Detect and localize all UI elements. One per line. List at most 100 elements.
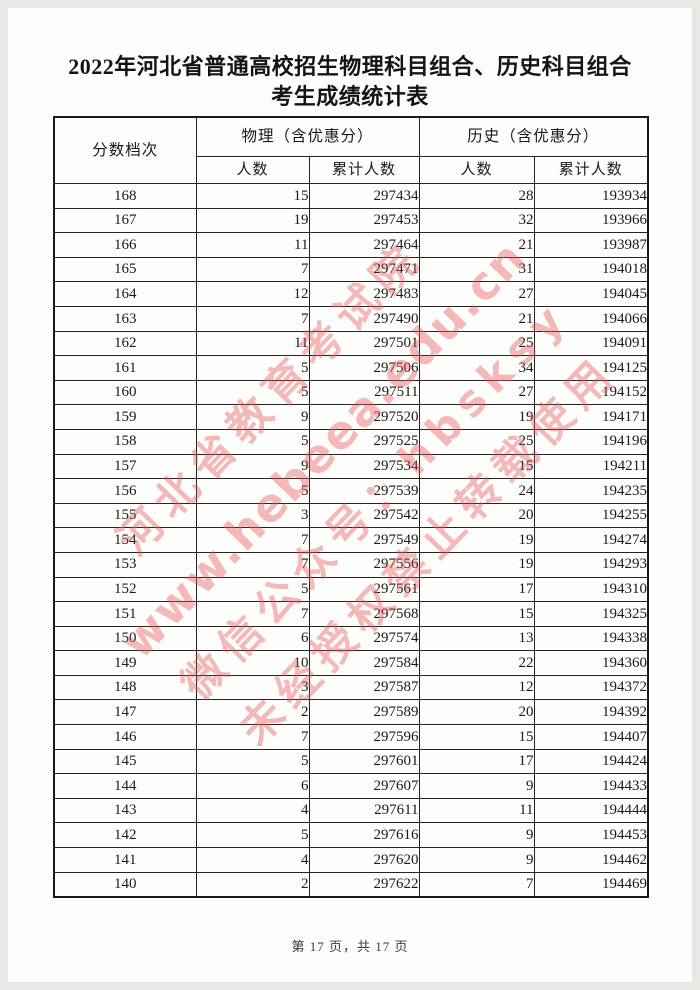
table-row: 146 7 297596 15 194407 xyxy=(53,724,649,750)
cell-history-cumulative: 194091 xyxy=(533,330,649,357)
cell-physics-count: 11 xyxy=(195,232,310,258)
cell-physics-count: 3 xyxy=(195,674,310,701)
cell-physics-count: 5 xyxy=(195,576,310,603)
cell-score: 165 xyxy=(53,256,197,283)
header-history-group: 历史（含优惠分） xyxy=(418,116,649,157)
table-row: 168 15 297434 28 193934 xyxy=(53,183,649,209)
cell-history-cumulative: 194392 xyxy=(533,699,649,726)
cell-score: 142 xyxy=(53,822,197,849)
cell-history-cumulative: 194125 xyxy=(533,355,649,381)
cell-history-cumulative: 193966 xyxy=(533,207,649,234)
cell-physics-count: 19 xyxy=(195,207,310,234)
table-row: 158 5 297525 25 194196 xyxy=(53,428,649,455)
cell-physics-count: 7 xyxy=(195,601,310,627)
table-row: 144 6 297607 9 194433 xyxy=(53,773,649,799)
cell-history-count: 12 xyxy=(418,674,535,701)
cell-physics-cumulative: 297539 xyxy=(308,478,420,504)
table-row: 162 11 297501 25 194091 xyxy=(53,330,649,357)
cell-physics-cumulative: 297501 xyxy=(308,330,420,357)
cell-score: 144 xyxy=(53,773,197,799)
cell-history-count: 32 xyxy=(418,207,535,234)
cell-physics-cumulative: 297534 xyxy=(308,453,420,480)
cell-history-count: 20 xyxy=(418,502,535,529)
cell-history-count: 21 xyxy=(418,305,535,332)
cell-history-count: 13 xyxy=(418,625,535,652)
cell-physics-cumulative: 297601 xyxy=(308,748,420,775)
cell-history-count: 9 xyxy=(418,822,535,849)
cell-history-cumulative: 194338 xyxy=(533,625,649,652)
cell-history-cumulative: 194066 xyxy=(533,305,649,332)
cell-history-cumulative: 193934 xyxy=(533,183,649,209)
header-physics-cumulative: 累计人数 xyxy=(308,156,420,184)
cell-physics-cumulative: 297453 xyxy=(308,207,420,234)
cell-history-cumulative: 194255 xyxy=(533,502,649,529)
cell-history-count: 11 xyxy=(418,797,535,824)
cell-history-cumulative: 194469 xyxy=(533,871,649,898)
cell-physics-cumulative: 297596 xyxy=(308,724,420,750)
cell-history-count: 9 xyxy=(418,773,535,799)
table-row: 147 2 297589 20 194392 xyxy=(53,699,649,726)
cell-history-count: 25 xyxy=(418,428,535,455)
cell-physics-cumulative: 297471 xyxy=(308,256,420,283)
cell-score: 153 xyxy=(53,551,197,578)
cell-physics-count: 7 xyxy=(195,551,310,578)
cell-history-cumulative: 193987 xyxy=(533,232,649,258)
table-row: 166 11 297464 21 193987 xyxy=(53,232,649,258)
cell-history-cumulative: 194018 xyxy=(533,256,649,283)
table-row: 149 10 297584 22 194360 xyxy=(53,650,649,676)
cell-score: 160 xyxy=(53,379,197,406)
cell-score: 148 xyxy=(53,674,197,701)
cell-physics-cumulative: 297589 xyxy=(308,699,420,726)
cell-physics-cumulative: 297620 xyxy=(308,847,420,873)
cell-physics-cumulative: 297584 xyxy=(308,650,420,676)
page-footer: 第 17 页，共 17 页 xyxy=(291,939,409,954)
cell-history-cumulative: 194424 xyxy=(533,748,649,775)
cell-physics-count: 5 xyxy=(195,748,310,775)
cell-history-cumulative: 194211 xyxy=(533,453,649,480)
cell-history-count: 7 xyxy=(418,871,535,898)
cell-physics-cumulative: 297622 xyxy=(308,871,420,898)
cell-history-cumulative: 194444 xyxy=(533,797,649,824)
table-row: 157 9 297534 15 194211 xyxy=(53,453,649,480)
cell-physics-count: 7 xyxy=(195,305,310,332)
cell-history-count: 17 xyxy=(418,576,535,603)
cell-physics-cumulative: 297587 xyxy=(308,674,420,701)
cell-physics-cumulative: 297611 xyxy=(308,797,420,824)
cell-physics-cumulative: 297616 xyxy=(308,822,420,849)
table-row: 141 4 297620 9 194462 xyxy=(53,847,649,873)
cell-score: 158 xyxy=(53,428,197,455)
cell-history-cumulative: 194372 xyxy=(533,674,649,701)
table-row: 142 5 297616 9 194453 xyxy=(53,822,649,849)
cell-history-count: 24 xyxy=(418,478,535,504)
score-statistics-table: 分数档次 物理（含优惠分） 历史（含优惠分） 人数 累计人数 人数 累计人数 1… xyxy=(53,116,650,899)
cell-score: 163 xyxy=(53,305,197,332)
table-row: 156 5 297539 24 194235 xyxy=(53,478,649,504)
cell-score: 152 xyxy=(53,576,197,603)
header-physics-group: 物理（含优惠分） xyxy=(195,116,420,157)
table-row: 145 5 297601 17 194424 xyxy=(53,748,649,775)
cell-physics-count: 10 xyxy=(195,650,310,676)
cell-history-count: 15 xyxy=(418,724,535,750)
cell-history-cumulative: 194453 xyxy=(533,822,649,849)
cell-history-count: 17 xyxy=(418,748,535,775)
cell-physics-count: 6 xyxy=(195,625,310,652)
cell-history-count: 9 xyxy=(418,847,535,873)
cell-history-count: 20 xyxy=(418,699,535,726)
table-row: 161 5 297506 34 194125 xyxy=(53,355,649,381)
cell-score: 156 xyxy=(53,478,197,504)
cell-physics-count: 2 xyxy=(195,699,310,726)
cell-physics-count: 5 xyxy=(195,355,310,381)
cell-score: 141 xyxy=(53,847,197,873)
table-header-group-row: 分数档次 物理（含优惠分） 历史（含优惠分） xyxy=(53,116,649,184)
cell-history-count: 31 xyxy=(418,256,535,283)
page-title-line1: 2022年河北省普通高校招生物理科目组合、历史科目组合 xyxy=(68,54,632,79)
header-history-cumulative: 累计人数 xyxy=(533,156,649,184)
table-row: 154 7 297549 19 194274 xyxy=(53,527,649,553)
cell-physics-count: 4 xyxy=(195,797,310,824)
cell-history-count: 19 xyxy=(418,404,535,430)
cell-physics-cumulative: 297434 xyxy=(308,183,420,209)
cell-physics-cumulative: 297568 xyxy=(308,601,420,627)
cell-physics-cumulative: 297483 xyxy=(308,281,420,307)
cell-physics-cumulative: 297506 xyxy=(308,355,420,381)
cell-score: 159 xyxy=(53,404,197,430)
